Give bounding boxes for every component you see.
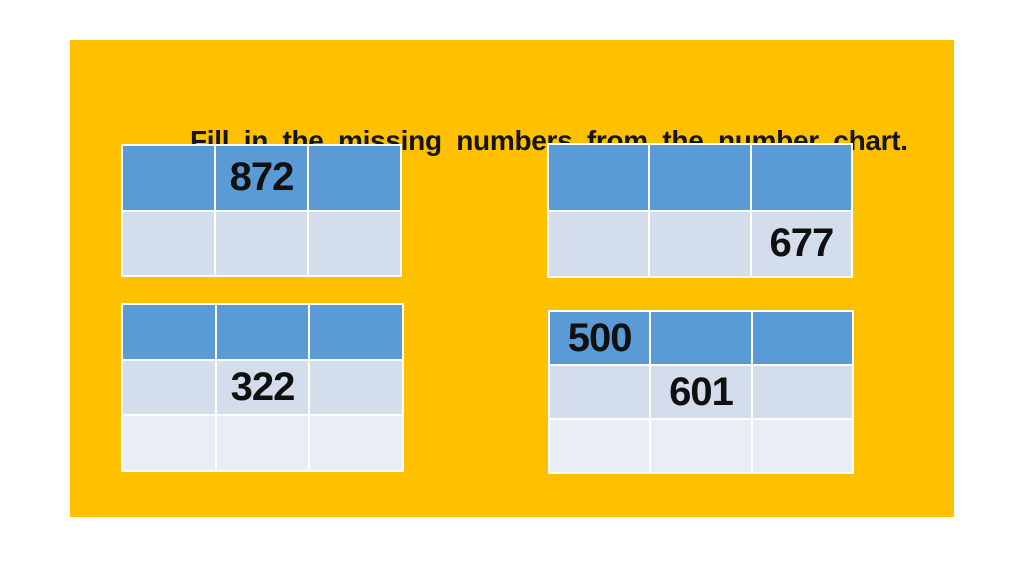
table-cell [650,211,750,276]
number-table-bottom-left: 322 [121,303,404,472]
table-cell [309,211,400,275]
table-cell [752,420,852,472]
number-table-bottom-right: 500 601 [548,310,854,474]
table-cell [216,416,309,470]
table-cell [123,211,214,275]
table-cell [216,305,309,359]
table-cell [310,360,402,415]
table-cell [310,416,402,470]
table-cell [310,305,402,359]
table-cell-filled-322: 322 [216,360,309,415]
table-cell [752,312,852,364]
table-cell-filled-601: 601 [651,366,751,418]
table-cell [549,145,649,210]
table-cell [309,146,400,210]
table-cell-filled-677: 677 [751,211,851,276]
number-table-top-right: 677 [547,143,853,278]
table-cell [550,420,650,472]
table-cell-filled-500: 500 [550,312,650,364]
table-cell [650,145,750,210]
table-cell [123,305,215,359]
table-cell [550,366,650,418]
table-cell [123,360,215,415]
table-cell [216,211,307,275]
table-cell [549,211,649,276]
number-table-top-left: 872 [121,144,402,277]
table-cell-filled-872: 872 [216,146,307,210]
table-cell [123,416,215,470]
table-cell [752,366,852,418]
table-cell [123,146,214,210]
table-cell [651,312,751,364]
table-cell [751,145,851,210]
table-cell [651,420,751,472]
